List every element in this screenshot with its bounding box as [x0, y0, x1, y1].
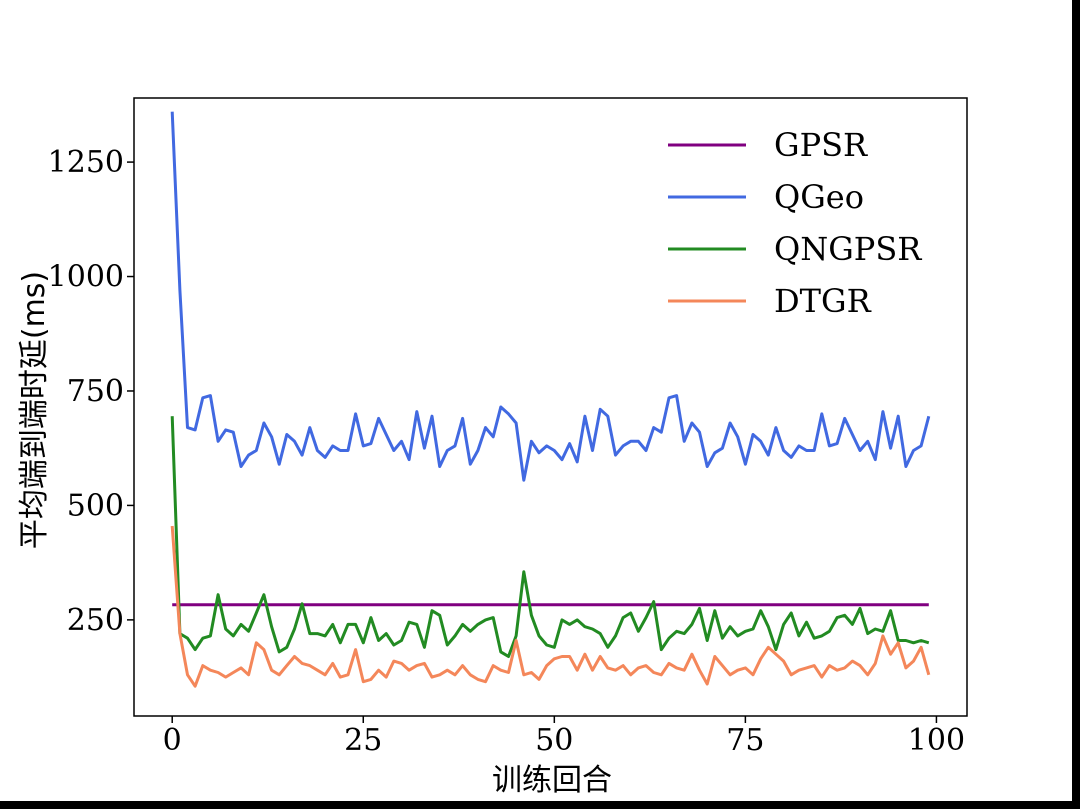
- axis-ticks: 0 25 50 75 100 250 500 750 1000 1250: [48, 145, 965, 758]
- x-tick-label: 25: [344, 723, 382, 758]
- series-lines: [170, 111, 931, 688]
- x-tick-label: 0: [163, 723, 182, 758]
- series-line-dtgr: [170, 525, 931, 688]
- x-tick-label: 50: [535, 723, 573, 758]
- plot-frame: [133, 97, 968, 717]
- legend-label-dtgr: DTGR: [774, 282, 872, 320]
- y-axis-title: 平均端到端时延(ms): [17, 271, 52, 549]
- y-tick-label: 1250: [48, 145, 124, 180]
- x-axis-title: 训练回合: [492, 763, 612, 798]
- legend-label-gpsr: GPSR: [774, 126, 868, 164]
- x-tick-label: 75: [726, 723, 764, 758]
- legend-label-qgeo: QGeo: [774, 178, 864, 216]
- x-tick-label: 100: [908, 723, 965, 758]
- y-tick-label: 500: [67, 488, 124, 523]
- y-tick-label: 750: [67, 374, 124, 409]
- y-tick-label: 250: [67, 603, 124, 638]
- series-line-qngpsr: [170, 416, 930, 658]
- legend: GPSR QGeo QNGPSR DTGR: [668, 126, 922, 320]
- series-line-qgeo: [170, 111, 931, 482]
- y-tick-label: 1000: [48, 260, 124, 295]
- legend-label-qngpsr: QNGPSR: [774, 230, 922, 268]
